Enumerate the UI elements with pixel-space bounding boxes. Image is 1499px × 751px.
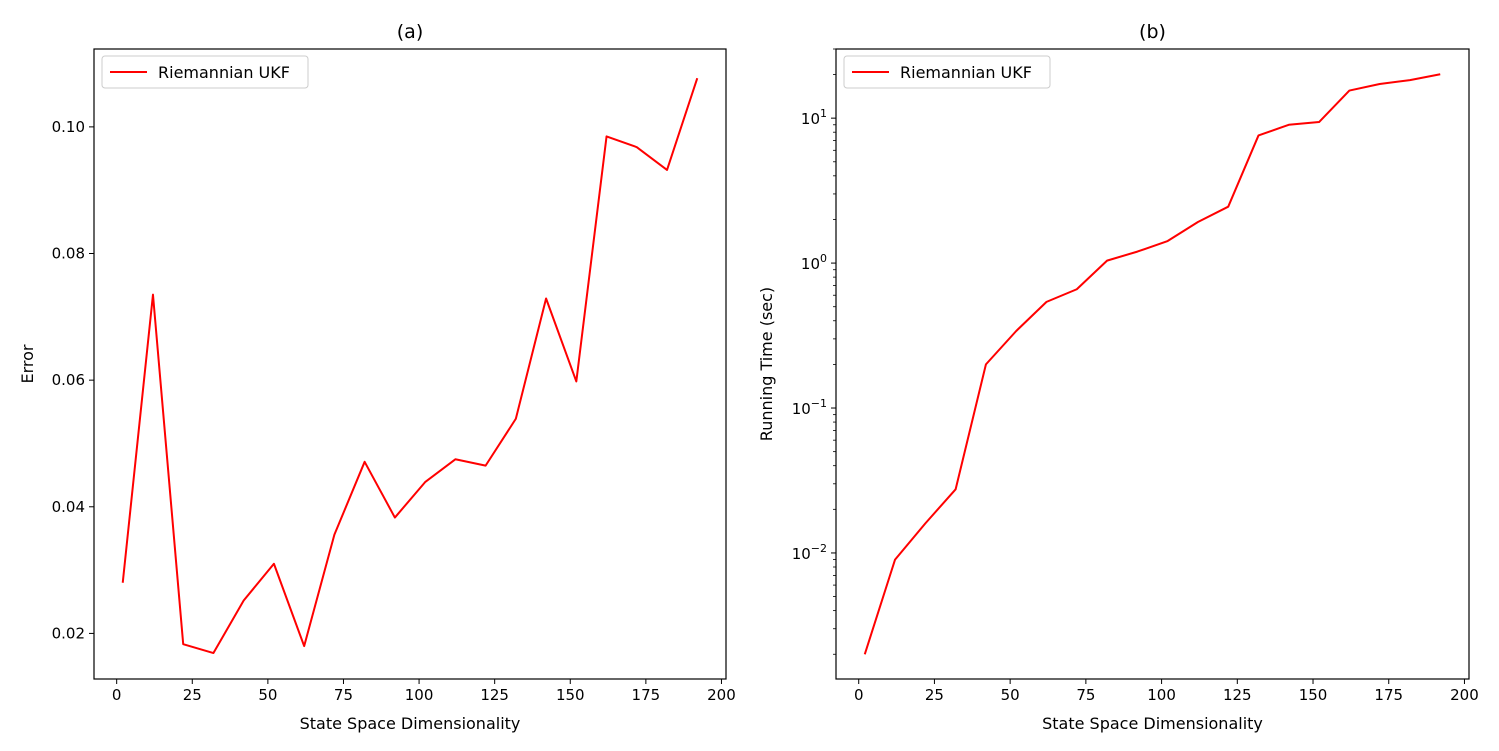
y-tick-label-base: 10 xyxy=(792,545,811,563)
x-tick-label: 0 xyxy=(854,686,864,704)
y-tick-label-exponent: −1 xyxy=(811,397,827,410)
x-tick-label: 175 xyxy=(1374,686,1403,704)
legend: Riemannian UKF xyxy=(843,55,1051,89)
x-tick-label: 125 xyxy=(480,686,509,704)
legend-box xyxy=(843,55,1051,89)
x-tick-label: 100 xyxy=(405,686,434,704)
y-axis-label: Running Time (sec) xyxy=(757,287,776,441)
y-tick-label: 100 xyxy=(801,252,827,273)
chart-title: (b) xyxy=(1139,21,1166,43)
x-tick-label: 0 xyxy=(112,686,122,704)
x-tick-label: 50 xyxy=(258,686,277,704)
y-tick-label-base: 10 xyxy=(801,110,820,128)
legend: Riemannian UKF xyxy=(101,55,309,89)
legend-label: Riemannian UKF xyxy=(900,63,1032,82)
series-line-0 xyxy=(121,77,699,655)
x-tick-label: 50 xyxy=(1001,686,1020,704)
y-tick-label: 101 xyxy=(801,107,827,128)
y-tick-label-base: 10 xyxy=(801,255,820,273)
x-tick-label: 125 xyxy=(1223,686,1252,704)
chart-a: 0 25 50 75 100 125 150 175 200 0.02 0.04 0.06 0.08 0.… xyxy=(18,21,736,733)
x-axis-label: State Space Dimensionality xyxy=(300,714,521,733)
y-tick-label: 10−1 xyxy=(792,397,827,418)
y-tick-label: 0.06 xyxy=(52,371,85,389)
x-tick-label: 100 xyxy=(1147,686,1176,704)
plot-frame xyxy=(93,48,727,680)
y-tick-label: 0.08 xyxy=(52,245,85,263)
y-tick-label-exponent: 1 xyxy=(820,107,827,120)
y-tick-label: 0.10 xyxy=(52,118,85,136)
chart-title: (a) xyxy=(397,21,423,43)
x-tick-label: 75 xyxy=(1076,686,1095,704)
series-line-0 xyxy=(863,73,1441,655)
y-tick-label-base: 10 xyxy=(792,400,811,418)
x-tick-label: 200 xyxy=(1450,686,1479,704)
x-tick-label: 25 xyxy=(925,686,944,704)
x-axis-label: State Space Dimensionality xyxy=(1042,714,1263,733)
y-tick-label: 10−2 xyxy=(792,542,827,563)
y-tick-label: 0.02 xyxy=(52,624,85,642)
y-axis-label: Error xyxy=(18,344,37,383)
x-tick-label: 150 xyxy=(1299,686,1328,704)
x-tick-label: 200 xyxy=(707,686,736,704)
x-tick-label: 25 xyxy=(183,686,202,704)
legend-label: Riemannian UKF xyxy=(158,63,290,82)
x-tick-label: 75 xyxy=(334,686,353,704)
x-tick-label: 150 xyxy=(556,686,585,704)
legend-box xyxy=(101,55,309,89)
y-tick-label: 0.04 xyxy=(52,498,85,516)
chart-b: 0 25 50 75 100 125 150 175 20010−210−1100101(b)S… xyxy=(757,21,1479,733)
y-tick-label-exponent: −2 xyxy=(811,542,827,555)
y-tick-label-exponent: 0 xyxy=(820,252,827,265)
x-tick-label: 175 xyxy=(632,686,661,704)
